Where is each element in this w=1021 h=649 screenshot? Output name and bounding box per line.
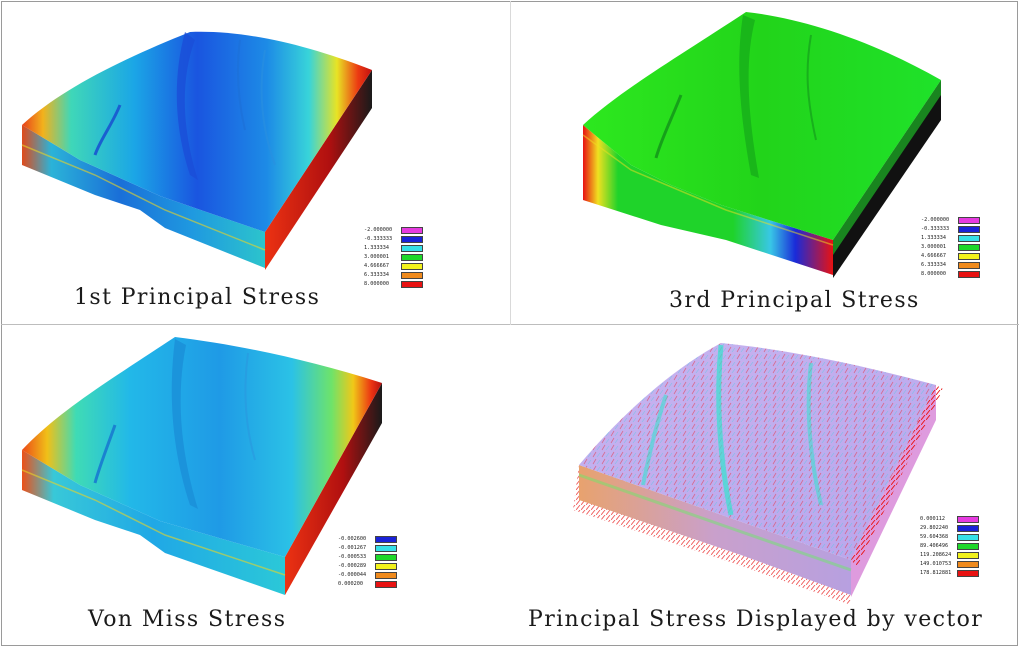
legend-entry: -0.333333: [921, 225, 983, 234]
legend-label: 0.000200: [338, 581, 363, 587]
caption: Von Miss Stress: [88, 607, 287, 632]
legend-swatch: [958, 244, 980, 251]
panel-principal-stress-vector: Principal Stress Displayed by vector 0.0…: [511, 325, 1019, 647]
legend-entry: 59.604368: [920, 533, 982, 542]
legend-swatch: [957, 516, 979, 523]
legend-swatch: [401, 245, 423, 252]
panel-von-miss-stress: Von Miss Stress -0.002600 -0.001267 -0.000…: [0, 325, 510, 647]
legend-swatch: [401, 263, 423, 270]
legend-label: -2.000000: [364, 227, 393, 233]
legend-swatch: [957, 534, 979, 541]
legend-swatch: [957, 552, 979, 559]
legend-entry: -0.002600: [338, 535, 400, 544]
legend-entry: -0.000044: [338, 571, 400, 580]
legend-label: 178.812881: [920, 570, 952, 576]
legend-swatch: [401, 272, 423, 279]
legend-entry: -2.000000: [364, 226, 426, 235]
legend-swatch: [958, 253, 980, 260]
legend-label: 6.333334: [921, 262, 946, 268]
legend-swatch: [401, 281, 423, 288]
legend-swatch: [958, 271, 980, 278]
caption: 1st Principal Stress: [74, 285, 321, 310]
legend-entry: 149.010753: [920, 560, 982, 569]
legend-entry: 8.000000: [921, 270, 983, 279]
legend-label: 119.208624: [920, 552, 952, 558]
legend-entry: -0.333333: [364, 235, 426, 244]
legend-label: -2.000000: [921, 217, 950, 223]
legend-entry: 8.000000: [364, 280, 426, 289]
legend-label: -0.002600: [338, 536, 367, 542]
caption: Principal Stress Displayed by vector: [528, 607, 984, 632]
legend-entry: 1.333334: [364, 244, 426, 253]
legend-label: 149.010753: [920, 561, 952, 567]
legend-entry: 178.812881: [920, 569, 982, 578]
legend: -0.002600 -0.001267 -0.000533 -0.000289 -0.0…: [338, 535, 400, 589]
legend: 0.000112 29.802240 59.604368 89.406496 119.2…: [920, 515, 982, 578]
legend-entry: -0.000533: [338, 553, 400, 562]
legend-label: -0.000533: [338, 554, 367, 560]
legend-label: 6.333334: [364, 272, 389, 278]
legend-swatch: [401, 254, 423, 261]
legend-label: -0.000289: [338, 563, 367, 569]
legend-entry: 4.666667: [364, 262, 426, 271]
legend-label: 89.406496: [920, 543, 949, 549]
legend-label: -0.000044: [338, 572, 367, 578]
legend-swatch: [958, 235, 980, 242]
legend-swatch: [401, 236, 423, 243]
legend-label: 3.000001: [921, 244, 946, 250]
legend-label: 1.333334: [921, 235, 946, 241]
legend-entry: -0.001267: [338, 544, 400, 553]
legend-swatch: [958, 226, 980, 233]
legend-label: 8.000000: [364, 281, 389, 287]
legend-entry: 29.802240: [920, 524, 982, 533]
legend-label: -0.333333: [364, 236, 393, 242]
legend-entry: 0.000112: [920, 515, 982, 524]
legend-entry: 6.333334: [364, 271, 426, 280]
legend-swatch: [957, 543, 979, 550]
panel-3rd-principal-stress: 3rd Principal Stress -2.000000 -0.333333 1…: [511, 0, 1019, 324]
legend-swatch: [957, 570, 979, 577]
model-1st-principal-stress: [21, 31, 372, 270]
legend-label: 4.666667: [921, 253, 946, 259]
model-principal-stress-vector: [573, 343, 943, 605]
legend-swatch: [375, 554, 397, 561]
legend-swatch: [958, 217, 980, 224]
vertical-divider: [510, 1, 511, 325]
legend-entry: 89.406496: [920, 542, 982, 551]
legend-entry: 0.000200: [338, 580, 400, 589]
legend-entry: 119.208624: [920, 551, 982, 560]
legend-label: 0.000112: [920, 516, 945, 522]
legend-swatch: [375, 572, 397, 579]
legend-swatch: [375, 563, 397, 570]
legend-swatch: [958, 262, 980, 269]
legend-label: 4.666667: [364, 263, 389, 269]
legend-label: 8.000000: [921, 271, 946, 277]
legend-label: -0.333333: [921, 226, 950, 232]
legend-label: 59.604368: [920, 534, 949, 540]
legend-label: 29.802240: [920, 525, 949, 531]
legend-entry: -2.000000: [921, 216, 983, 225]
legend-swatch: [375, 581, 397, 588]
panel-1st-principal-stress: 1st Principal Stress -2.000000 -0.333333 1…: [0, 0, 510, 324]
legend-label: -0.001267: [338, 545, 367, 551]
legend-entry: 3.000001: [364, 253, 426, 262]
legend-swatch: [957, 525, 979, 532]
legend-entry: 4.666667: [921, 252, 983, 261]
legend: -2.000000 -0.333333 1.333334 3.000001 4.6666…: [921, 216, 983, 279]
legend-label: 3.000001: [364, 254, 389, 260]
legend-entry: 6.333334: [921, 261, 983, 270]
legend: -2.000000 -0.333333 1.333334 3.000001 4.6666…: [364, 226, 426, 289]
model-3rd-principal-stress: [582, 12, 941, 278]
legend-swatch: [375, 545, 397, 552]
legend-swatch: [957, 561, 979, 568]
legend-entry: -0.000289: [338, 562, 400, 571]
legend-swatch: [375, 536, 397, 543]
legend-entry: 3.000001: [921, 243, 983, 252]
model-von-miss-stress: [21, 337, 382, 595]
legend-label: 1.333334: [364, 245, 389, 251]
legend-entry: 1.333334: [921, 234, 983, 243]
legend-swatch: [401, 227, 423, 234]
caption: 3rd Principal Stress: [669, 288, 920, 313]
